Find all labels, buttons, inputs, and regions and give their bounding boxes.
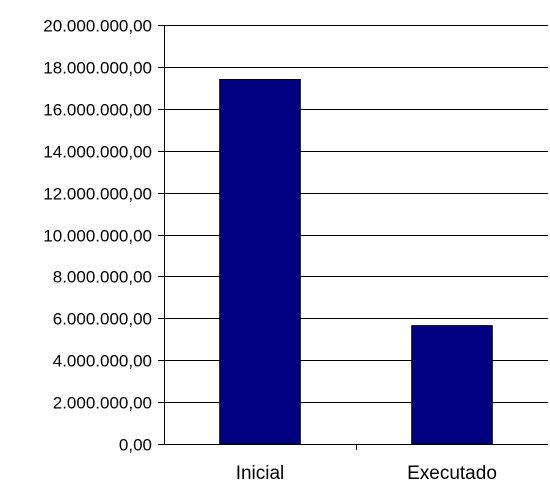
bar-inicial	[219, 78, 301, 445]
axes	[158, 25, 548, 450]
y-tick-label: 14.000.000,00	[43, 143, 152, 162]
y-axis-tick-labels: 0,00 2.000.000,00 4.000.000,00 6.000.000,00…	[43, 17, 152, 455]
y-tick-label: 6.000.000,00	[53, 310, 152, 329]
bars	[219, 78, 493, 445]
y-tick-label: 10.000.000,00	[43, 227, 152, 246]
y-tick-label: 18.000.000,00	[43, 59, 152, 78]
bar-executado	[411, 325, 493, 445]
x-category-label: Executado	[407, 463, 497, 484]
y-tick-label: 2.000.000,00	[53, 394, 152, 413]
y-tick-label: 12.000.000,00	[43, 185, 152, 204]
x-category-label: Inicial	[236, 463, 285, 484]
y-tick-label: 20.000.000,00	[43, 17, 152, 36]
x-axis-category-labels: Inicial Executado	[236, 463, 497, 484]
y-tick-label: 16.000.000,00	[43, 101, 152, 120]
y-tick-label: 4.000.000,00	[53, 352, 152, 371]
y-tick-label: 8.000.000,00	[53, 268, 152, 287]
y-tick-label: 0,00	[119, 436, 152, 455]
